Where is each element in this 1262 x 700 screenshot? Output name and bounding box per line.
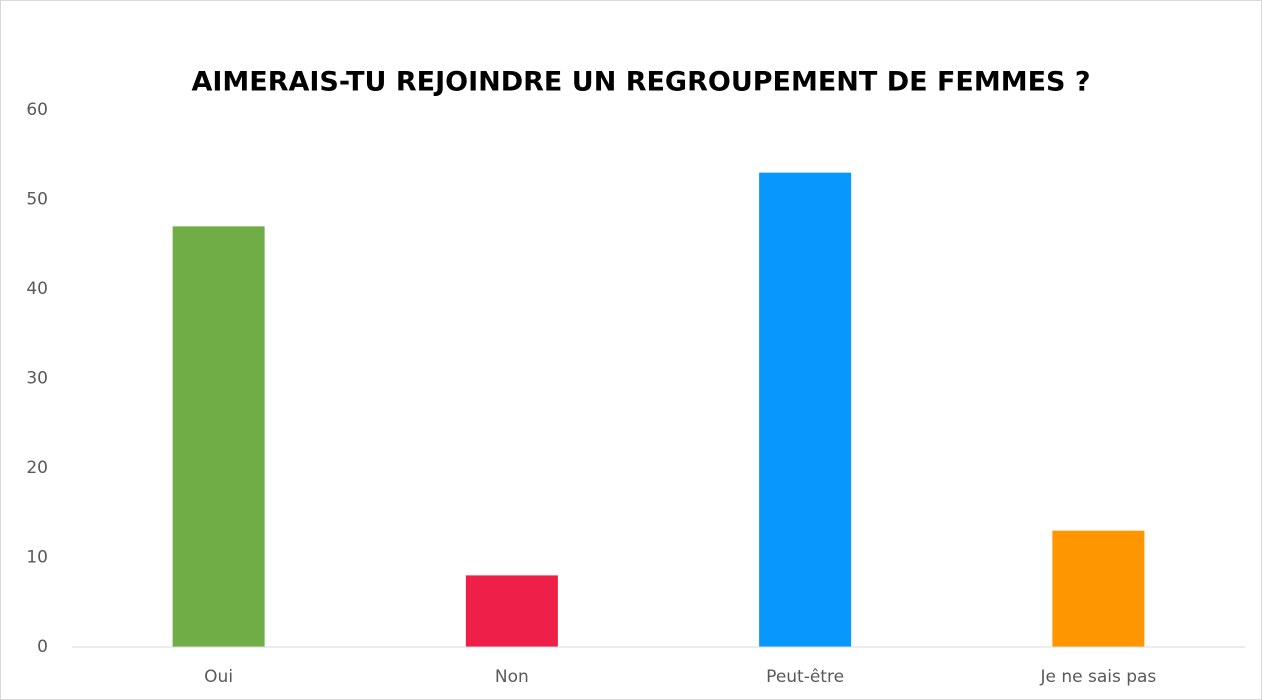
bar: [465, 575, 558, 647]
x-tick-label: Peut-être: [766, 667, 844, 687]
chart-title: AIMERAIS-TU REJOINDRE UN REGROUPEMENT DE…: [191, 67, 1090, 98]
bar: [1052, 530, 1145, 647]
y-tick-label: 30: [26, 369, 48, 389]
y-tick-label: 0: [37, 637, 48, 657]
x-tick-label: Non: [495, 667, 529, 687]
y-tick-label: 20: [26, 458, 48, 478]
bar: [172, 226, 265, 647]
x-tick-label: Je ne sais pas: [1039, 667, 1156, 687]
bar: [759, 172, 852, 647]
y-tick-label: 60: [26, 100, 48, 120]
y-tick-label: 40: [26, 279, 48, 299]
x-tick-label: Oui: [204, 667, 233, 687]
y-tick-label: 10: [26, 548, 48, 568]
y-tick-label: 50: [26, 190, 48, 210]
